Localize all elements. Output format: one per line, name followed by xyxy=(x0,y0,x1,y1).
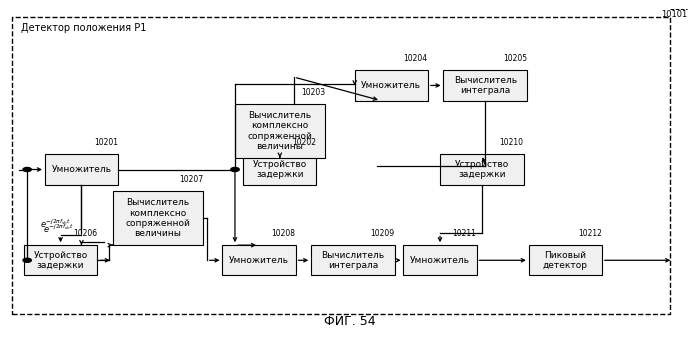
Text: 10207: 10207 xyxy=(179,175,203,184)
FancyBboxPatch shape xyxy=(45,154,118,185)
Text: Вычислитель
комплексно
сопряженной
величины: Вычислитель комплексно сопряженной велич… xyxy=(247,111,312,151)
FancyBboxPatch shape xyxy=(243,154,317,185)
Text: $e^{-j2\pi f_{sh}t}$: $e^{-j2\pi f_{sh}t}$ xyxy=(43,223,74,235)
Text: Вычислитель
комплексно
сопряженной
величины: Вычислитель комплексно сопряженной велич… xyxy=(126,198,190,238)
Text: 10211: 10211 xyxy=(453,229,477,238)
Circle shape xyxy=(23,167,31,172)
Text: 10209: 10209 xyxy=(370,229,395,238)
FancyBboxPatch shape xyxy=(354,70,428,101)
Text: Пиковый
детектор: Пиковый детектор xyxy=(543,251,588,270)
Text: 10206: 10206 xyxy=(73,229,97,238)
Text: Устройство
задержки: Устройство задержки xyxy=(454,160,509,179)
FancyBboxPatch shape xyxy=(403,245,477,275)
FancyBboxPatch shape xyxy=(235,104,325,158)
Text: Умножитель: Умножитель xyxy=(410,256,470,265)
FancyBboxPatch shape xyxy=(440,154,524,185)
Text: Умножитель: Умножитель xyxy=(52,165,111,174)
Text: Умножитель: Умножитель xyxy=(361,81,421,90)
FancyBboxPatch shape xyxy=(113,191,203,245)
Text: 10205: 10205 xyxy=(503,54,527,63)
Text: 10204: 10204 xyxy=(404,54,428,63)
Text: Устройство
задержки: Устройство задержки xyxy=(34,251,87,270)
Circle shape xyxy=(23,258,31,262)
FancyBboxPatch shape xyxy=(24,245,97,275)
Text: 10101: 10101 xyxy=(661,10,687,19)
Text: $e^{-j2\pi f_{sh}t}$: $e^{-j2\pi f_{sh}t}$ xyxy=(40,218,71,230)
Text: Устройство
задержки: Устройство задержки xyxy=(253,160,307,179)
Text: ФИГ. 54: ФИГ. 54 xyxy=(324,315,375,327)
Text: 10202: 10202 xyxy=(292,138,317,147)
Text: Вычислитель
интеграла: Вычислитель интеграла xyxy=(322,251,384,270)
FancyBboxPatch shape xyxy=(222,245,296,275)
Text: Вычислитель
интеграла: Вычислитель интеграла xyxy=(454,76,517,95)
Circle shape xyxy=(231,167,239,172)
Text: 10203: 10203 xyxy=(301,87,325,97)
Text: 10212: 10212 xyxy=(578,229,602,238)
Text: 10201: 10201 xyxy=(94,138,118,147)
FancyBboxPatch shape xyxy=(528,245,602,275)
FancyBboxPatch shape xyxy=(12,17,670,314)
Text: 10210: 10210 xyxy=(500,138,524,147)
FancyBboxPatch shape xyxy=(311,245,395,275)
Text: Умножитель: Умножитель xyxy=(229,256,289,265)
Text: 10208: 10208 xyxy=(271,229,296,238)
FancyBboxPatch shape xyxy=(443,70,527,101)
Text: Детектор положения Р1: Детектор положения Р1 xyxy=(21,23,146,33)
